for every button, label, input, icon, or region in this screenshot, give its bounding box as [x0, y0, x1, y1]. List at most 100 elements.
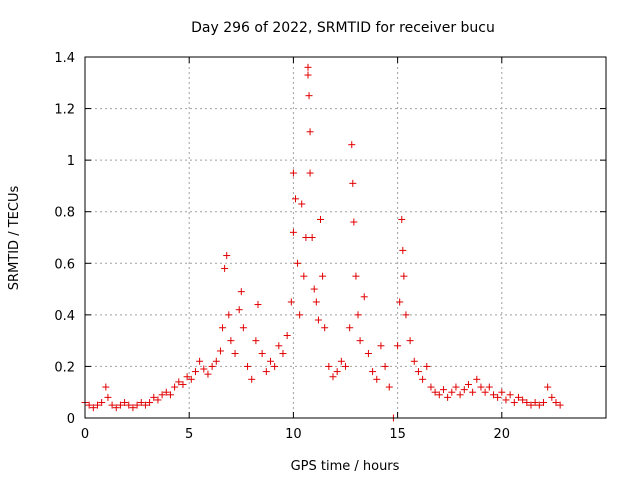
x-tick-label: 15 [389, 427, 406, 442]
data-point [305, 92, 313, 100]
data-point [427, 383, 435, 391]
data-point [298, 200, 306, 208]
data-point [166, 391, 174, 399]
data-point [385, 383, 393, 391]
data-point [531, 399, 539, 407]
y-tick-label: 0 [67, 412, 75, 427]
data-point [489, 391, 497, 399]
data-point [116, 401, 124, 409]
data-point [252, 337, 260, 345]
data-point [306, 128, 314, 136]
data-point [319, 272, 327, 280]
data-point [535, 401, 543, 409]
data-point [448, 388, 456, 396]
chart-title: Day 296 of 2022, SRMTID for receiver buc… [191, 20, 495, 36]
data-point [354, 311, 362, 319]
data-point [133, 401, 141, 409]
x-tick-label: 10 [285, 427, 302, 442]
data-point [544, 383, 552, 391]
data-point [356, 337, 364, 345]
data-point [460, 386, 468, 394]
data-point [364, 350, 372, 358]
data-point [89, 404, 97, 412]
data-point [141, 401, 149, 409]
data-point [208, 362, 216, 370]
data-point [481, 388, 489, 396]
data-point [204, 370, 212, 378]
data-point [183, 373, 191, 381]
data-point [373, 375, 381, 383]
data-point [321, 324, 329, 332]
x-tick-label: 0 [81, 427, 89, 442]
data-point [342, 362, 349, 370]
data-point [137, 399, 145, 407]
y-axis-title: SRMTID / TECUs [7, 186, 22, 291]
data-point [287, 298, 295, 306]
data-point [399, 246, 407, 254]
data-point [348, 141, 356, 149]
data-point [98, 399, 106, 407]
data-point [200, 365, 208, 373]
data-point [360, 293, 368, 301]
data-point [314, 316, 322, 324]
data-point [275, 342, 283, 350]
data-point [248, 375, 256, 383]
data-point [221, 264, 229, 272]
data-point [369, 368, 377, 376]
data-point [396, 298, 404, 306]
data-point [271, 362, 279, 370]
data-point [244, 362, 252, 370]
data-point [452, 383, 460, 391]
data-point [294, 259, 302, 267]
data-point [306, 169, 314, 177]
data-point [154, 396, 162, 404]
y-tick-label: 0.4 [54, 309, 75, 324]
data-point [289, 169, 297, 177]
y-tick-label: 0.6 [54, 257, 75, 272]
data-point [352, 272, 360, 280]
data-point [485, 383, 493, 391]
data-point [216, 347, 224, 355]
data-point [262, 368, 270, 376]
data-point [196, 357, 204, 365]
data-point [406, 337, 414, 345]
data-point [254, 301, 262, 309]
data-point [494, 393, 502, 401]
data-point [121, 399, 129, 407]
data-point [435, 391, 443, 399]
data-point [337, 357, 345, 365]
data-point [231, 350, 239, 358]
data-point [350, 218, 358, 226]
data-point [102, 383, 110, 391]
data-point [506, 391, 514, 399]
data-point [146, 399, 154, 407]
data-point [239, 324, 247, 332]
data-point [552, 399, 560, 407]
data-point [523, 399, 531, 407]
x-tick-label: 5 [185, 427, 193, 442]
data-point [477, 383, 485, 391]
data-point [219, 324, 227, 332]
data-point [473, 375, 481, 383]
data-point [423, 362, 431, 370]
axis-ticks [84, 56, 606, 419]
data-point [346, 324, 354, 332]
data-point [377, 342, 385, 350]
data-point [283, 331, 291, 339]
data-point [112, 404, 120, 412]
data-point [469, 388, 477, 396]
data-point [308, 234, 316, 241]
data-point [296, 311, 304, 319]
data-point [527, 401, 535, 409]
data-point [279, 350, 287, 358]
data-point [312, 298, 320, 306]
y-tick-label: 1.2 [54, 103, 75, 118]
data-point [258, 350, 266, 358]
data-point [191, 368, 199, 376]
data-point [539, 399, 547, 407]
data-point [402, 311, 410, 319]
data-point [456, 391, 464, 399]
data-point [179, 380, 187, 388]
data-point [398, 215, 406, 223]
data-point [464, 380, 472, 388]
